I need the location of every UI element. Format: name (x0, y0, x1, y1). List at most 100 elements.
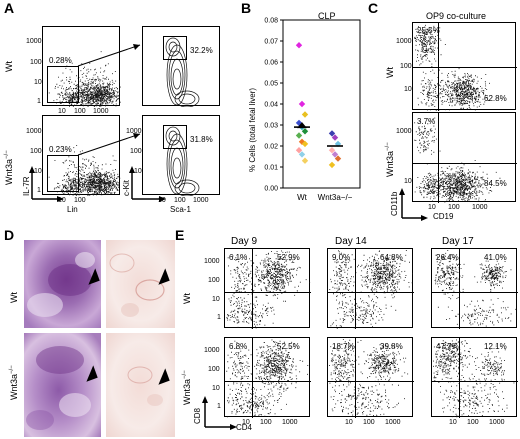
panel-label-c: C (368, 0, 379, 16)
data-point (298, 138, 306, 145)
data-point (328, 161, 336, 169)
event-dots (48, 51, 121, 107)
quad-line (355, 338, 356, 418)
tick: 100 (74, 108, 86, 115)
arrowhead-icon (86, 365, 98, 382)
pct-e-wt-day2-ur: 41.0% (484, 253, 507, 262)
row-label-ko-a: Wnt3a−/− (4, 150, 14, 185)
data-point (295, 147, 303, 154)
quad-line (328, 292, 414, 293)
category-label: Wnt3a−/− (318, 193, 353, 202)
arrowhead-icon (158, 368, 170, 385)
y-tick-label: 0.02 (264, 144, 278, 151)
tick: 10 (58, 197, 66, 204)
y-tick-label: 0.03 (264, 123, 278, 130)
ko-sup: −/− (9, 365, 15, 374)
quad-line (252, 338, 253, 418)
panel-label-b: B (241, 0, 252, 16)
event-dots (329, 250, 413, 329)
dots-e (226, 339, 309, 418)
tick: 100 (208, 277, 220, 284)
tick: 100 (260, 419, 272, 426)
arrowhead-icon (88, 268, 100, 285)
axis-a-ckit: c-Kit (122, 180, 131, 196)
tick: 1000 (489, 419, 505, 426)
tick: 100 (30, 148, 42, 155)
quad-line (438, 113, 439, 203)
axis-a-sca1: Sca-1 (170, 205, 191, 214)
dots-a-ko-lin (48, 145, 121, 196)
tick: 10 (345, 419, 353, 426)
contour-a-wt-sca (165, 37, 200, 107)
tick: 100 (448, 204, 460, 211)
pct-a-wt-right: 32.2% (190, 46, 213, 55)
data-point (295, 119, 303, 127)
y-tick-label: 0.00 (264, 186, 278, 193)
data-point (334, 155, 342, 162)
event-dots (414, 24, 490, 111)
panel-c-title: OP9 co-culture (426, 11, 487, 21)
dots-e (329, 250, 413, 329)
tick: 10 (134, 168, 142, 175)
gate-box (47, 155, 79, 192)
day-17-label: Day 17 (442, 236, 474, 247)
data-point (301, 157, 309, 164)
contour-line (168, 50, 186, 100)
axis-e-cd4: CD4 (236, 423, 253, 432)
tick: 10 (58, 108, 66, 115)
chart-b-ylabel: % Cells (total fetal liver) (248, 87, 257, 172)
ko-text: Wnt3a (9, 373, 19, 400)
plot-e-ko-day0: 6.8% 52.5% (224, 337, 311, 418)
dots-e (226, 250, 311, 329)
row-label-wt-c: Wt (385, 67, 395, 78)
contour-line (174, 90, 200, 107)
pct-e-ko-day1-ul: 18.7% (332, 342, 355, 351)
tick: 10 (404, 86, 412, 93)
quad-line (432, 292, 518, 293)
event-dots (226, 339, 309, 418)
ko-sup: −/− (182, 370, 188, 379)
pct-e-wt-day0-ul: 6.1% (229, 253, 248, 262)
contour-line (168, 130, 178, 142)
quad-line (459, 338, 460, 418)
ko-text: Wnt3a (385, 150, 395, 177)
event-dots (434, 250, 517, 327)
event-dots (433, 339, 515, 418)
tick: 1000 (282, 419, 298, 426)
tick: 1000 (396, 38, 412, 45)
dots-c-ko (414, 117, 501, 203)
data-point (331, 151, 339, 158)
y-tick-label: 0.06 (264, 60, 278, 67)
axis-a-lin: Lin (67, 205, 78, 214)
quad-line (459, 249, 460, 329)
tick: 1000 (385, 419, 401, 426)
pct-e-ko-day2-ul: 47.7% (436, 342, 459, 351)
tick: 10 (449, 419, 457, 426)
tick: 100 (130, 148, 142, 155)
ko-text: Wnt3a (182, 378, 192, 405)
plot-e-wt-day2: 26.4% 41.0% (431, 248, 518, 329)
day-9-label: Day 9 (231, 236, 258, 247)
row-label-ko-e: Wnt3a−/− (182, 370, 192, 405)
histology-he-wt (24, 240, 101, 328)
tick: 1000 (204, 258, 220, 265)
data-point (301, 140, 309, 148)
chart-b-frame (282, 19, 361, 189)
quad-line (252, 249, 253, 329)
pct-c-ko-lr: 84.5% (484, 179, 507, 188)
quad-line (413, 163, 517, 164)
pct-e-ko-day0-ur: 52.5% (277, 342, 300, 351)
dots-e (434, 250, 517, 327)
tick: 1 (217, 403, 221, 410)
data-point (328, 130, 336, 137)
plot-a-ko-sca: 31.8% (142, 115, 220, 196)
row-label-wt-e: Wt (182, 293, 192, 304)
event-dots (329, 339, 409, 417)
contour-line (172, 157, 182, 179)
axis-e-cd8: CD8 (193, 407, 202, 424)
plot-e-ko-day2: 47.7% 12.1% (431, 337, 518, 418)
pct-c-wt-lr: 62.8% (484, 94, 507, 103)
y-tick-label: 0.01 (264, 165, 278, 172)
panel-label-e: E (175, 227, 185, 243)
tick: 10 (242, 419, 250, 426)
